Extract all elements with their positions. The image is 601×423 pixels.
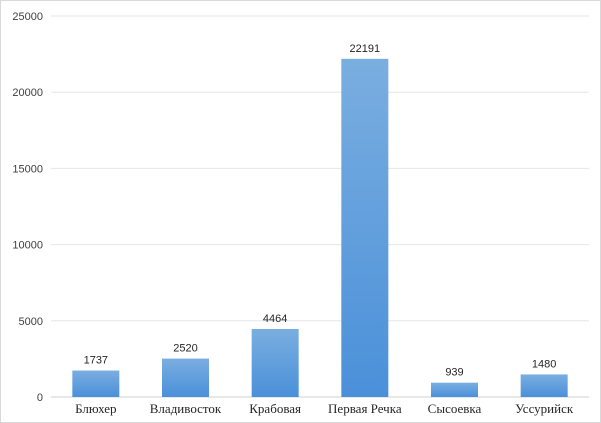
y-axis-ticks: 0 5000 10000 15000 20000 25000: [12, 11, 43, 404]
y-tick-label: 0: [37, 392, 43, 404]
gridlines: [51, 15, 589, 398]
data-label: 2520: [173, 343, 197, 355]
bar: [431, 382, 478, 397]
y-tick-label: 25000: [12, 11, 43, 23]
x-tick-label: Крабовая: [249, 401, 301, 416]
x-axis-ticks: Блюхер Владивосток Крабовая Первая Речка Сыс…: [75, 401, 574, 416]
data-labels: 1737 2520 4464 22191 939 1480: [84, 43, 557, 379]
bar: [251, 328, 299, 397]
data-label: 22191: [350, 43, 381, 55]
bars: [72, 58, 568, 398]
x-tick-label: Блюхер: [75, 401, 116, 416]
bar: [520, 374, 568, 397]
y-tick-label: 5000: [19, 316, 43, 328]
data-label: 939: [445, 367, 463, 379]
y-tick-label: 20000: [12, 87, 43, 99]
data-label: 1737: [84, 355, 108, 367]
y-tick-label: 10000: [12, 240, 43, 252]
data-label: 1480: [532, 358, 556, 370]
x-tick-label: Владивосток: [150, 401, 222, 416]
x-tick-label: Первая Речка: [328, 401, 402, 416]
bar: [162, 358, 209, 397]
bar: [341, 58, 389, 398]
data-label: 4464: [263, 313, 287, 325]
x-tick-label: Сысоевка: [428, 401, 482, 416]
x-tick-label: Уссурийск: [515, 401, 574, 416]
y-tick-label: 15000: [12, 163, 43, 175]
bar: [72, 370, 120, 397]
